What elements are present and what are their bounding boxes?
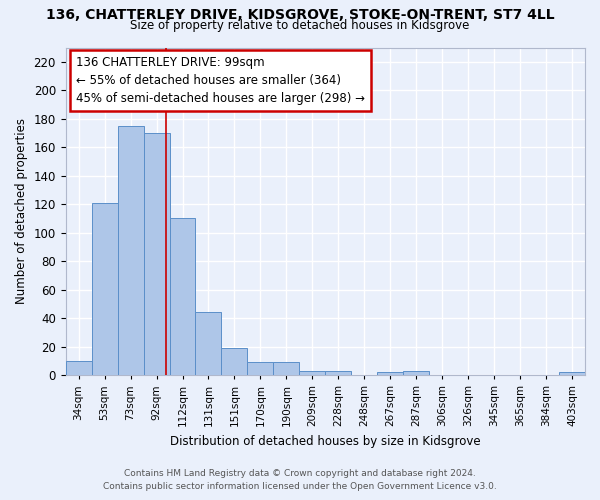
Bar	[92, 202, 118, 375]
Bar	[325, 370, 351, 375]
Bar	[170, 218, 196, 375]
X-axis label: Distribution of detached houses by size in Kidsgrove: Distribution of detached houses by size …	[170, 434, 481, 448]
Text: Contains HM Land Registry data © Crown copyright and database right 2024.
Contai: Contains HM Land Registry data © Crown c…	[103, 470, 497, 491]
Bar	[274, 362, 299, 375]
Bar	[196, 312, 221, 375]
Bar	[403, 370, 429, 375]
Bar	[377, 372, 403, 375]
Bar	[247, 362, 274, 375]
Bar	[221, 348, 247, 375]
Bar	[559, 372, 585, 375]
Bar	[118, 126, 143, 375]
Bar	[299, 370, 325, 375]
Text: Size of property relative to detached houses in Kidsgrove: Size of property relative to detached ho…	[130, 18, 470, 32]
Bar	[65, 361, 92, 375]
Text: 136, CHATTERLEY DRIVE, KIDSGROVE, STOKE-ON-TRENT, ST7 4LL: 136, CHATTERLEY DRIVE, KIDSGROVE, STOKE-…	[46, 8, 554, 22]
Text: 136 CHATTERLEY DRIVE: 99sqm
← 55% of detached houses are smaller (364)
45% of se: 136 CHATTERLEY DRIVE: 99sqm ← 55% of det…	[76, 56, 365, 104]
Y-axis label: Number of detached properties: Number of detached properties	[15, 118, 28, 304]
Bar	[143, 133, 170, 375]
